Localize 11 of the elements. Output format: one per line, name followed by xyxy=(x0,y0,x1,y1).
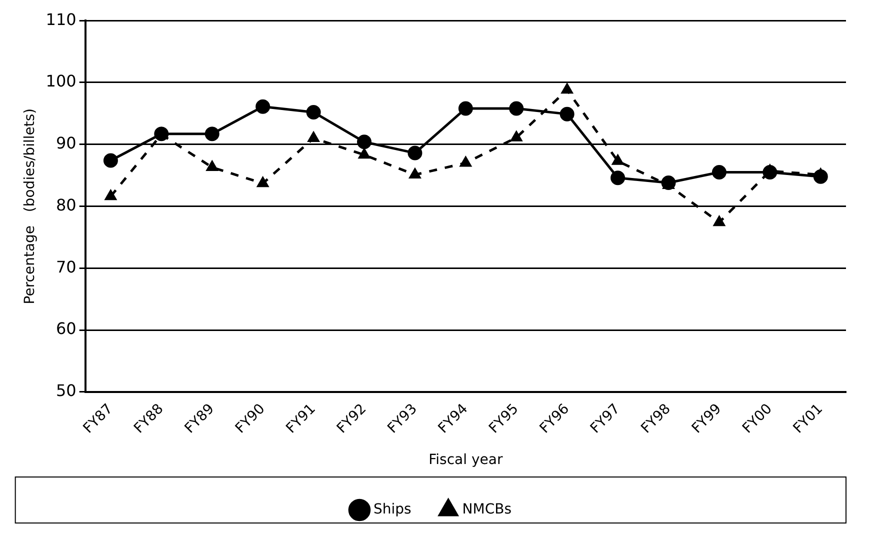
y-tick-label: 110 xyxy=(46,10,76,29)
y-tick-label: 70 xyxy=(56,257,76,276)
y-tick-label: 100 xyxy=(46,72,76,91)
legend-label: NMCBs xyxy=(462,502,512,518)
x-axis-title: Fiscal year xyxy=(428,452,503,468)
legend-label: Ships xyxy=(373,502,412,518)
y-tick-label: 90 xyxy=(56,134,76,153)
y-axis-title: Percentage (bodies/billets) xyxy=(22,108,38,304)
y-tick-label: 80 xyxy=(56,195,76,214)
y-tick-label: 50 xyxy=(56,381,76,400)
y-tick-label: 60 xyxy=(56,319,76,338)
